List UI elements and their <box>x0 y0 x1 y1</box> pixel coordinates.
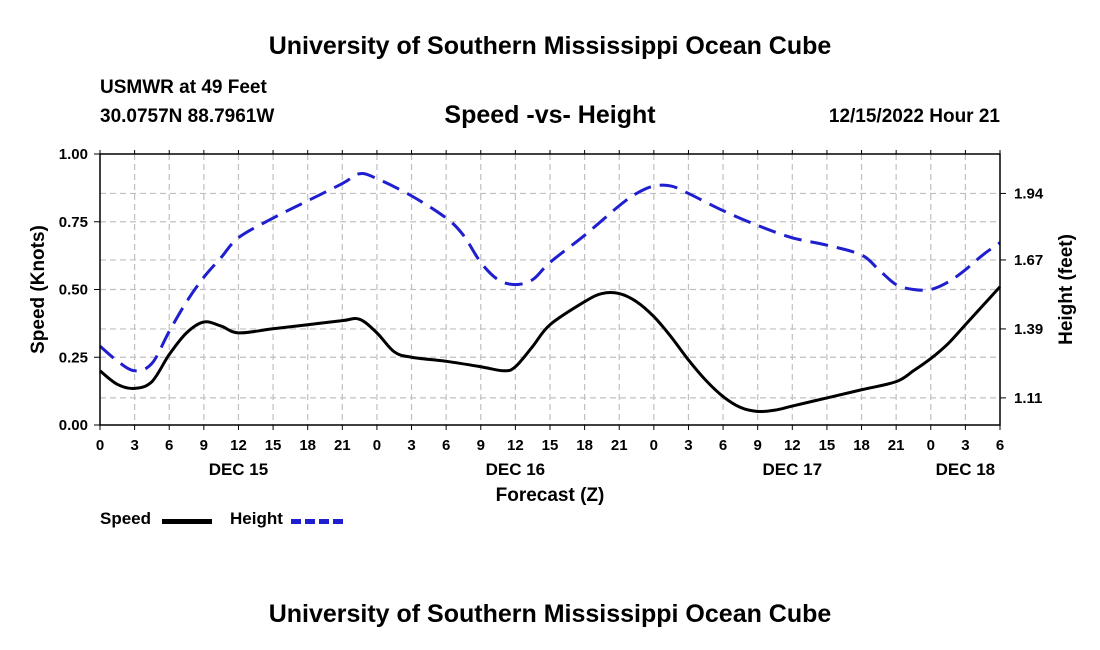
x-axis-title: Forecast (Z) <box>496 485 605 506</box>
x-tick-label: 18 <box>853 437 870 454</box>
x-tick-label: 12 <box>507 437 524 454</box>
x-tick-label: 6 <box>996 437 1004 454</box>
x-tick-label: 3 <box>961 437 969 454</box>
x-tick-label: 21 <box>334 437 351 454</box>
x-tick-label: 0 <box>373 437 381 454</box>
x-tick-label: 0 <box>96 437 104 454</box>
x-tick-label: 12 <box>230 437 247 454</box>
x-tick-label: 9 <box>754 437 762 454</box>
x-tick-label: 3 <box>130 437 138 454</box>
y-tick-label-right: 1.39 <box>1014 321 1043 338</box>
x-tick-label: 3 <box>407 437 415 454</box>
x-tick-label: 9 <box>200 437 208 454</box>
forecast-datetime: 12/15/2022 Hour 21 <box>828 106 1000 127</box>
station-coordinates: 30.0757N 88.7961W <box>100 106 275 127</box>
x-tick-label: 6 <box>719 437 727 454</box>
x-day-label: DEC 17 <box>763 460 823 479</box>
y-tick-label-right: 1.67 <box>1014 252 1043 269</box>
legend-height-label: Height <box>230 509 283 528</box>
x-tick-label: 15 <box>265 437 282 454</box>
y-tick-label-right: 1.94 <box>1014 185 1044 202</box>
y-tick-label-left: 0.00 <box>59 417 88 434</box>
x-tick-label: 6 <box>442 437 450 454</box>
x-day-label: DEC 18 <box>936 460 996 479</box>
series-line-speed <box>99 285 1002 414</box>
x-tick-label: 15 <box>819 437 836 454</box>
axis-ticks <box>94 150 1006 430</box>
x-tick-label: 0 <box>650 437 658 454</box>
y-tick-label-left: 0.50 <box>59 282 88 299</box>
station-name: USMWR at 49 Feet <box>100 77 267 98</box>
page-title: University of Southern Mississippi Ocean… <box>268 32 832 60</box>
legend-speed-swatch <box>162 519 212 524</box>
axis-labels: 0 3 6 9 12 15 18 21 0 3 6 9 12 15 18 21 0 3 6 9 12 15 18 21 0 3 6D… <box>59 146 1044 479</box>
x-day-label: DEC 15 <box>209 460 269 479</box>
grid-lines <box>100 154 1000 425</box>
x-tick-label: 18 <box>576 437 593 454</box>
x-tick-label: 15 <box>542 437 559 454</box>
y-tick-label-left: 0.25 <box>59 349 88 366</box>
y-tick-label-left: 1.00 <box>59 146 88 163</box>
y-tick-label-left: 0.75 <box>59 214 88 231</box>
y-tick-label-right: 1.11 <box>1014 390 1042 407</box>
footer-title: University of Southern Mississippi Ocean… <box>268 600 832 628</box>
x-day-label: DEC 16 <box>486 460 546 479</box>
x-tick-label: 12 <box>784 437 801 454</box>
x-tick-label: 0 <box>927 437 935 454</box>
series-line-height <box>99 172 1001 373</box>
x-tick-label: 6 <box>165 437 173 454</box>
x-tick-label: 21 <box>611 437 628 454</box>
x-tick-label: 21 <box>888 437 905 454</box>
y-axis-title-left: Speed (Knots) <box>28 225 49 354</box>
x-tick-label: 9 <box>477 437 485 454</box>
legend-speed-label: Speed <box>100 509 152 528</box>
legend-height-swatch <box>291 519 343 524</box>
y-axis-title-right: Height (feet) <box>1056 234 1077 345</box>
chart-title: Speed -vs- Height <box>444 101 656 129</box>
series-lines <box>99 172 1002 414</box>
x-tick-label: 3 <box>684 437 692 454</box>
x-tick-label: 18 <box>299 437 316 454</box>
